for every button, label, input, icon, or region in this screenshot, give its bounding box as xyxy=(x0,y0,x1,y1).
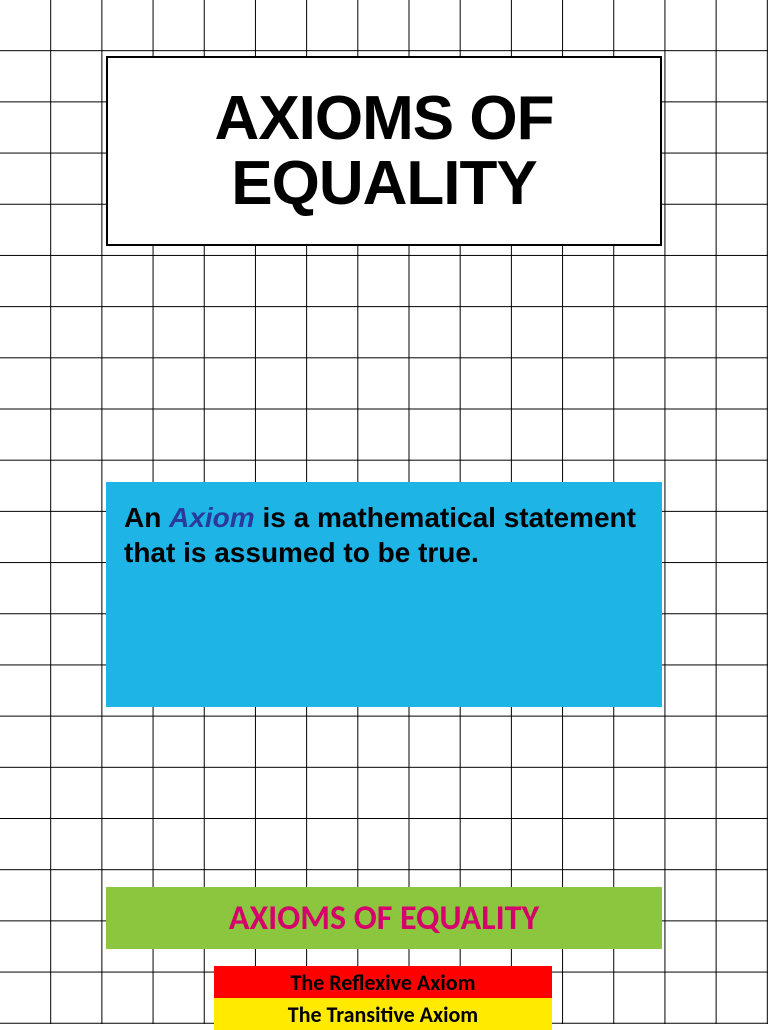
pill-transitive-text: The Transitive Axiom xyxy=(288,1001,478,1028)
section-header-text: AXIOMS OF EQUALITY xyxy=(229,898,539,939)
pill-reflexive-text: The Reflexive Axiom xyxy=(291,969,476,996)
definition-box: An Axiom is a mathematical statement tha… xyxy=(106,482,662,707)
pill-transitive: The Transitive Axiom xyxy=(214,998,552,1030)
page-title: AXIOMS OF EQUALITY xyxy=(108,86,660,216)
definition-text: An Axiom is a mathematical statement tha… xyxy=(124,500,644,570)
definition-highlight: Axiom xyxy=(169,502,255,533)
section-header: AXIOMS OF EQUALITY xyxy=(106,887,662,949)
title-box: AXIOMS OF EQUALITY xyxy=(106,56,662,246)
pill-reflexive: The Reflexive Axiom xyxy=(214,966,552,998)
definition-prefix: An xyxy=(124,502,169,533)
